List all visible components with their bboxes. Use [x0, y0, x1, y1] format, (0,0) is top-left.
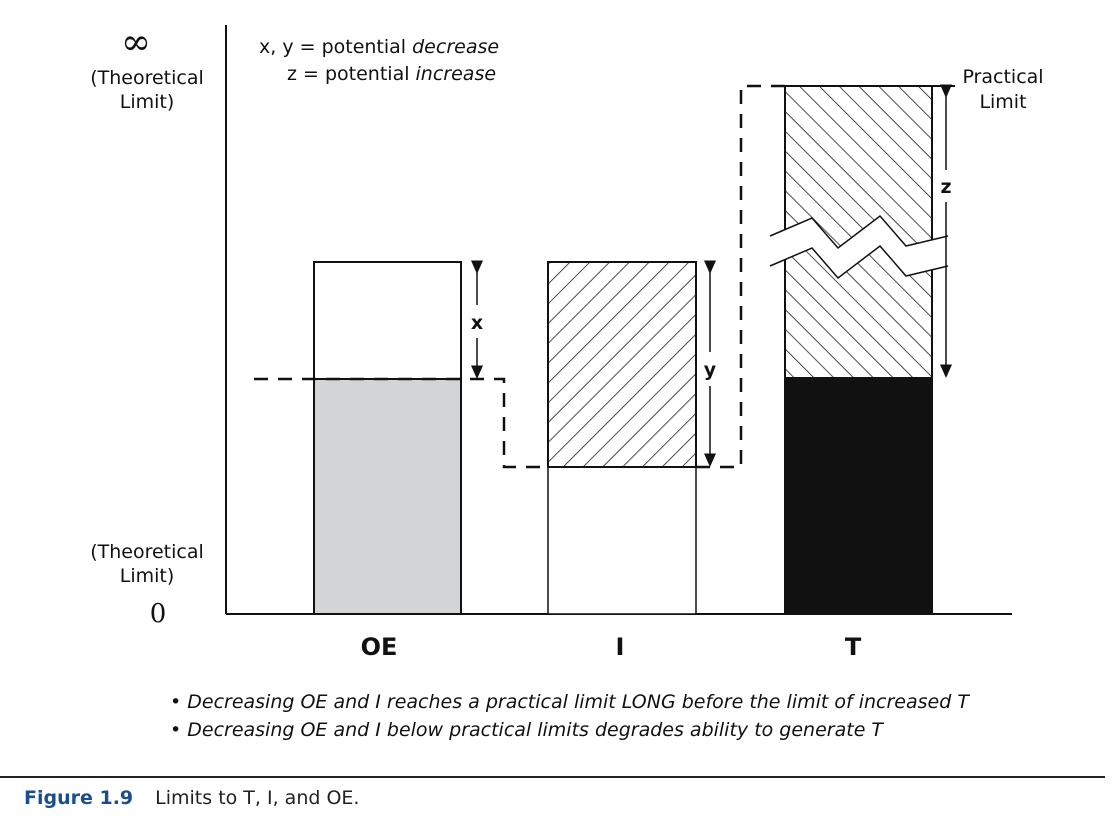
top-limit-label-2: Limit) — [120, 91, 175, 113]
t-bar-break-top — [769, 214, 949, 250]
oe-bar-fill — [313, 378, 462, 615]
legend-line-2: z = potential increase — [287, 63, 496, 85]
x-arrow: x — [471, 260, 483, 379]
i-bar-hatched — [547, 261, 697, 468]
note-1: • Decreasing OE and I reaches a practica… — [170, 691, 969, 713]
figure-caption-text: Limits to T, I, and OE. — [155, 787, 360, 809]
limits-diagram: ∞ (Theoretical Limit) (Theoretical Limit… — [90, 22, 1043, 661]
bottom-limit-label-1: (Theoretical — [90, 541, 204, 563]
category-label-t: T — [845, 633, 862, 661]
oe-bar-potential — [313, 261, 462, 380]
figure-number: Figure 1.9 — [24, 787, 134, 809]
oe-practical-limit-dashed — [254, 377, 548, 469]
i-bar-base — [547, 466, 697, 615]
practical-limit-label-1: Practical — [962, 66, 1043, 88]
category-label-i: I — [616, 633, 625, 661]
legend-line-1: x, y = potential decrease — [259, 36, 499, 58]
top-limit-label-1: (Theoretical — [90, 67, 204, 89]
x-arrow-label: x — [471, 312, 483, 334]
t-bar-fill — [784, 377, 933, 615]
zero-label: 0 — [150, 599, 167, 629]
caption-divider — [0, 776, 1105, 778]
category-label-oe: OE — [361, 633, 398, 661]
z-arrow: z — [940, 84, 952, 378]
t-bar-break-bottom — [769, 244, 949, 280]
figure-caption: Figure 1.9 Limits to T, I, and OE. — [24, 787, 359, 809]
infinity-symbol: ∞ — [121, 22, 151, 63]
t-bar-break-fill — [770, 216, 948, 278]
note-2: • Decreasing OE and I below practical li… — [170, 719, 884, 741]
y-arrow: y — [704, 260, 717, 467]
bottom-limit-label-2: Limit) — [120, 565, 175, 587]
y-arrow-label: y — [704, 359, 717, 381]
notes: • Decreasing OE and I reaches a practica… — [170, 688, 969, 744]
practical-limit-label-2: Limit — [979, 91, 1026, 113]
z-arrow-label: z — [940, 176, 951, 198]
